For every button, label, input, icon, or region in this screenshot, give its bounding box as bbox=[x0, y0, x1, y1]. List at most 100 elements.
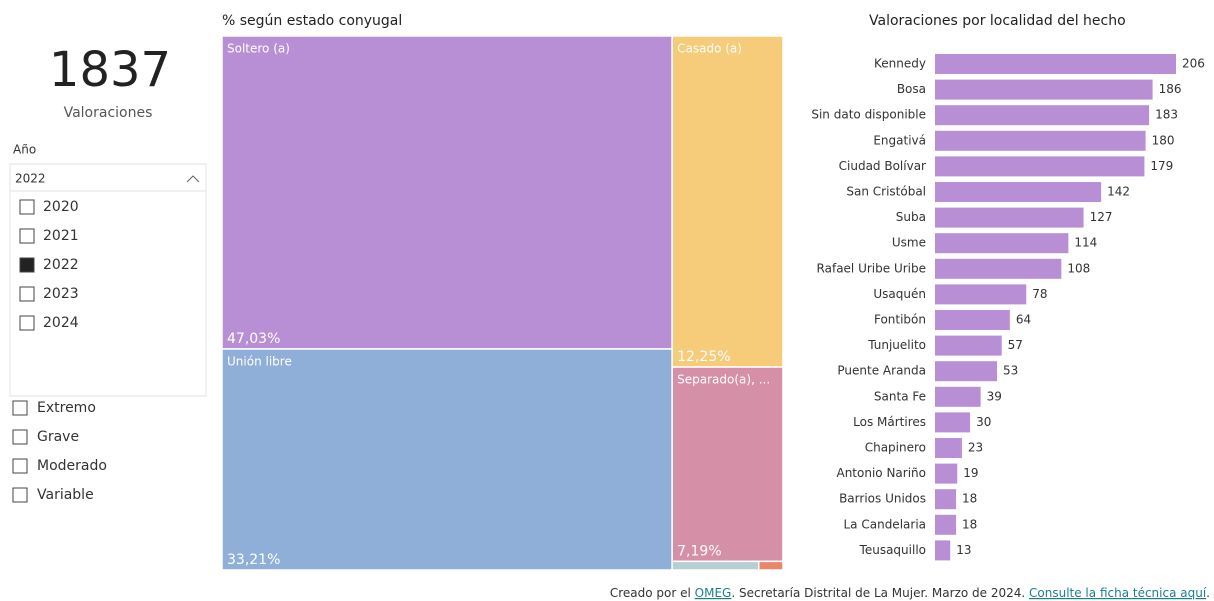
category-label: Engativá bbox=[873, 133, 926, 147]
value-label: 183 bbox=[1155, 108, 1178, 122]
value-label: 30 bbox=[976, 415, 991, 429]
bar bbox=[935, 79, 1153, 100]
value-label: 180 bbox=[1152, 133, 1175, 147]
category-label: Antonio Nariño bbox=[836, 466, 926, 480]
value-label: 64 bbox=[1016, 313, 1031, 327]
category-label: Kennedy bbox=[874, 57, 926, 71]
bar bbox=[935, 489, 957, 510]
bar bbox=[935, 310, 1010, 330]
bar bbox=[935, 156, 1145, 177]
checkbox[interactable] bbox=[19, 286, 35, 302]
slicer-item[interactable]: 2022 bbox=[43, 257, 79, 273]
value-label: 53 bbox=[1003, 364, 1018, 378]
bar bbox=[935, 105, 1150, 126]
bar bbox=[935, 514, 957, 535]
value-label: 127 bbox=[1090, 210, 1113, 224]
bar bbox=[935, 540, 951, 561]
checkbox[interactable] bbox=[12, 400, 28, 416]
category-label: Los Mártires bbox=[853, 415, 926, 429]
slicer-item[interactable]: Moderado bbox=[37, 458, 107, 474]
value-label: 57 bbox=[1008, 338, 1023, 352]
value-label: 39 bbox=[987, 389, 1002, 403]
category-label: Teusaquillo bbox=[859, 543, 926, 557]
treemap-tile bbox=[758, 560, 784, 571]
category-label: Usme bbox=[892, 236, 926, 250]
checkbox[interactable] bbox=[12, 458, 28, 474]
treemap-tile bbox=[221, 348, 673, 571]
slicer-item[interactable]: 2020 bbox=[43, 199, 79, 215]
category-label: Sin dato disponible bbox=[811, 108, 926, 122]
footer-link[interactable]: OMEG bbox=[695, 586, 732, 600]
value-label: 142 bbox=[1107, 185, 1130, 199]
category-label: Puente Aranda bbox=[837, 364, 926, 378]
slicer-dropdown[interactable]: 2022 bbox=[15, 172, 46, 186]
value-label: 179 bbox=[1150, 159, 1173, 173]
category-label: Ciudad Bolívar bbox=[839, 159, 926, 173]
bar bbox=[935, 182, 1102, 202]
slicer-item[interactable]: Grave bbox=[37, 429, 79, 445]
checkbox[interactable] bbox=[12, 487, 28, 503]
tile-value: 33,21% bbox=[227, 552, 280, 568]
checkbox[interactable] bbox=[19, 315, 35, 331]
footer: Creado por el OMEG. Secretaría Distrital… bbox=[610, 586, 1210, 600]
category-label: La Candelaria bbox=[844, 517, 927, 531]
bar bbox=[935, 130, 1146, 151]
value-label: 114 bbox=[1074, 236, 1097, 250]
tile-value: 7,19% bbox=[677, 543, 721, 559]
value-label: 186 bbox=[1159, 82, 1182, 96]
category-label: Fontibón bbox=[874, 313, 926, 327]
bar bbox=[935, 335, 1002, 356]
category-label: Chapinero bbox=[865, 441, 926, 455]
bar bbox=[935, 258, 1062, 279]
tile-value: 47,03% bbox=[227, 331, 280, 347]
bar-title: Valoraciones por localidad del hecho bbox=[869, 13, 1126, 29]
slicer-title: Año bbox=[13, 143, 36, 157]
kpi-value: 1837 bbox=[49, 42, 171, 98]
checkbox[interactable] bbox=[19, 199, 35, 215]
bar bbox=[935, 233, 1069, 254]
tile-label: Soltero (a) bbox=[227, 42, 290, 56]
treemap-title: % según estado conyugal bbox=[222, 13, 402, 29]
tile-label: Separado(a), ... bbox=[677, 373, 770, 387]
value-label: 19 bbox=[963, 466, 978, 480]
checkbox[interactable] bbox=[12, 429, 28, 445]
treemap-tile bbox=[671, 35, 784, 368]
category-label: Rafael Uribe Uribe bbox=[817, 261, 926, 275]
category-label: Barrios Unidos bbox=[839, 492, 926, 506]
category-label: San Cristóbal bbox=[846, 185, 926, 199]
checkbox[interactable] bbox=[19, 228, 35, 244]
value-label: 13 bbox=[956, 543, 971, 557]
tile-label: Unión libre bbox=[227, 354, 292, 368]
bar bbox=[935, 207, 1084, 228]
category-label: Usaquén bbox=[873, 287, 926, 301]
bar bbox=[935, 361, 998, 382]
footer-text: . bbox=[1206, 586, 1210, 600]
footer-text: . Secretaría Distrital de La Mujer. Marz… bbox=[731, 586, 1029, 600]
slicer-item[interactable]: 2023 bbox=[43, 286, 79, 302]
category-label: Santa Fe bbox=[874, 389, 926, 403]
checkbox[interactable] bbox=[19, 257, 35, 273]
tile-label: Casado (a) bbox=[677, 42, 742, 56]
kpi-label: Valoraciones bbox=[64, 105, 153, 121]
slicer-item[interactable]: 2021 bbox=[43, 228, 79, 244]
bar bbox=[935, 412, 971, 433]
dropdown-chevron[interactable] bbox=[186, 175, 200, 183]
value-label: 18 bbox=[962, 492, 977, 506]
bar bbox=[935, 438, 962, 458]
slicer-item[interactable]: Variable bbox=[37, 487, 94, 503]
bar bbox=[935, 54, 1176, 74]
value-label: 18 bbox=[962, 517, 977, 531]
bar bbox=[935, 284, 1027, 305]
treemap-tile bbox=[221, 35, 673, 350]
footer-link[interactable]: Consulte la ficha técnica aquí bbox=[1029, 586, 1207, 600]
value-label: 23 bbox=[968, 441, 983, 455]
slicer-item[interactable]: Extremo bbox=[37, 400, 96, 416]
bar bbox=[935, 463, 958, 484]
value-label: 206 bbox=[1182, 57, 1205, 71]
category-label: Suba bbox=[896, 210, 926, 224]
category-label: Tunjuelito bbox=[867, 338, 926, 352]
slicer-box bbox=[9, 163, 207, 397]
slicer-item[interactable]: 2024 bbox=[43, 315, 79, 331]
footer-text: Creado por el bbox=[610, 586, 695, 600]
